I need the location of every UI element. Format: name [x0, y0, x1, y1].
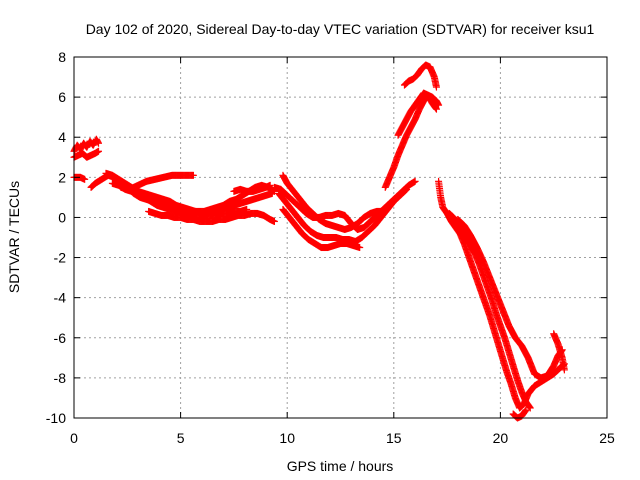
y-axis-label: SDTVAR / TECUs: [6, 181, 22, 293]
y-tick-label: -4: [54, 290, 67, 306]
x-tick-label: 20: [493, 430, 509, 446]
x-tick-label: 15: [386, 430, 402, 446]
x-tick-label: 0: [70, 430, 78, 446]
x-axis-label: GPS time / hours: [287, 458, 394, 474]
y-tick-label: 0: [58, 209, 66, 225]
series-arc-1: [70, 135, 103, 155]
chart-title: Day 102 of 2020, Sidereal Day-to-day VTE…: [86, 21, 595, 37]
y-tick-label: 8: [58, 49, 66, 65]
x-tick-label: 10: [279, 430, 295, 446]
data-series: [70, 61, 568, 422]
series-arc-11: [279, 171, 385, 233]
series-arc-2: [70, 147, 103, 161]
data-point: [266, 181, 274, 189]
y-tick-label: -8: [54, 370, 67, 386]
y-tick-label: -10: [46, 410, 66, 426]
data-point: [95, 147, 103, 155]
y-tick-label: -6: [54, 330, 67, 346]
series-arc-7: [117, 171, 197, 193]
series-arc-9: [230, 181, 274, 195]
y-tick-label: 6: [58, 89, 66, 105]
data-point: [189, 171, 197, 179]
series-arc-3: [70, 173, 89, 183]
data-point: [268, 189, 276, 197]
data-point: [411, 177, 419, 185]
data-point: [270, 217, 278, 225]
series-arc-16: [400, 61, 440, 91]
x-tick-label: 5: [177, 430, 185, 446]
y-tick-label: -2: [54, 250, 67, 266]
series-arc-8: [145, 207, 278, 225]
series-arc-12: [275, 185, 411, 246]
y-tick-label: 4: [58, 129, 66, 145]
data-point: [81, 175, 89, 183]
x-tick-label: 25: [599, 430, 615, 446]
data-point: [95, 139, 103, 147]
y-tick-label: 2: [58, 169, 66, 185]
